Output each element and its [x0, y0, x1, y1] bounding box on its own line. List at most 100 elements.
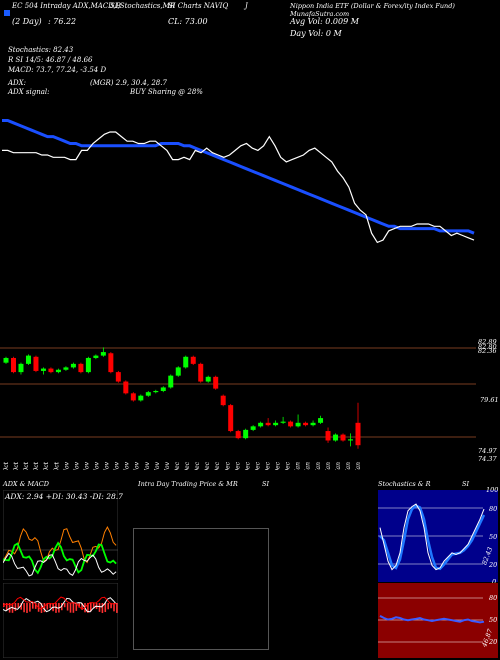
- candle: [228, 403, 234, 433]
- candle: [235, 429, 241, 440]
- stoch-panel-si: SI: [462, 480, 470, 488]
- candle: [85, 356, 91, 374]
- price-line: [2, 131, 475, 244]
- candle: [175, 366, 181, 377]
- candle: [3, 356, 9, 364]
- date-label: 22 Oct: [13, 461, 20, 470]
- date-label: 11 Nov: [83, 461, 90, 470]
- date-label: 24 Dec: [264, 461, 271, 470]
- date-label: 15 Jan: [345, 462, 352, 470]
- date-label: 13 Nov: [94, 461, 101, 470]
- macd-bar: [14, 603, 17, 612]
- date-label: 20 Nov: [124, 461, 131, 470]
- price-axis-label-5: 74.37: [478, 455, 497, 463]
- macd-bar: [107, 603, 109, 610]
- date-label: 13 Dec: [224, 461, 231, 470]
- candle: [100, 347, 106, 357]
- candle: [130, 392, 136, 402]
- macd-bar: [66, 603, 69, 611]
- macd-bar: [63, 603, 66, 608]
- macd-signal-line: [3, 596, 117, 610]
- date-label: 17 Oct: [3, 461, 10, 470]
- date-label: 11 Dec: [214, 461, 221, 470]
- candle: [168, 374, 174, 389]
- macd-bar: [101, 603, 104, 613]
- intraday-panel-frame: [133, 528, 269, 650]
- macd-bar: [29, 603, 31, 612]
- macd-bar: [110, 603, 112, 609]
- macd-bar: [17, 603, 20, 608]
- price-axis-label-2: 82.36: [478, 347, 497, 355]
- candle: [205, 375, 211, 383]
- candle: [273, 420, 279, 427]
- candle: [48, 367, 54, 374]
- legend-square: [4, 10, 10, 16]
- date-label: 29 Oct: [43, 461, 50, 470]
- date-label: 07 Nov: [73, 461, 80, 470]
- date-label: 09 Jan: [325, 462, 332, 470]
- adx-signal-label: ADX signal:: [8, 88, 50, 96]
- intraday-panel-title: Intra Day Trading Price & MR: [138, 480, 238, 488]
- date-label: 29 Nov: [164, 461, 171, 470]
- rsi-axis-20: 20: [489, 638, 498, 646]
- date-label: 08 Jan: [315, 462, 322, 470]
- header-title-3: SI Charts NAVIQ: [168, 2, 229, 10]
- macd-bar: [75, 603, 78, 611]
- rsi-axis-50: 50: [489, 616, 498, 624]
- adx-panel-frame: [3, 490, 118, 580]
- candle: [18, 362, 24, 375]
- candle: [70, 362, 76, 369]
- macd-bar: [81, 603, 83, 610]
- price-axis-label-4: 74.97: [478, 447, 497, 455]
- date-label: 28 Nov: [154, 461, 161, 470]
- intraday-panel: [133, 528, 269, 650]
- date-label: 02 Jan: [295, 462, 302, 470]
- date-label: 04 Dec: [184, 461, 191, 470]
- date-label: 18 Nov: [114, 461, 121, 470]
- date-label: 06 Dec: [194, 461, 201, 470]
- date-label: 09 Dec: [204, 461, 211, 470]
- price-axis-label-3: 79.61: [480, 396, 499, 404]
- stoch-k-line: [379, 503, 485, 571]
- candle: [243, 428, 249, 440]
- header-close: CL: 73.00: [168, 17, 208, 26]
- date-label: 22 Nov: [134, 461, 141, 470]
- stoch-readout: Stochastics: 82.43: [8, 46, 74, 54]
- candle: [115, 370, 121, 383]
- candle: [25, 354, 31, 366]
- macd-bar: [23, 603, 25, 613]
- header-period: (2 Day): [12, 17, 42, 26]
- candle: [33, 355, 39, 373]
- candle: [40, 367, 46, 375]
- macd-bar: [92, 603, 95, 609]
- header-open: : 76.22: [48, 17, 77, 26]
- macd-bar: [43, 603, 46, 613]
- macd-bar: [98, 603, 101, 612]
- adx-panel: [3, 490, 118, 580]
- header-title-4: J: [245, 2, 248, 10]
- price-axis-label-0: 82.89: [478, 338, 497, 346]
- candle: [340, 433, 346, 442]
- date-label: 02 Dec: [174, 461, 181, 470]
- mgr-readout: (MGR) 2.9, 30.4, 28.7: [90, 79, 167, 87]
- stoch-axis-0: 0: [492, 578, 497, 586]
- candle: [250, 425, 256, 432]
- macd-bar: [78, 603, 80, 608]
- candle: [10, 356, 16, 374]
- candle: [63, 366, 69, 371]
- candle: [280, 416, 286, 424]
- macd-bar: [5, 603, 8, 611]
- stoch-d-line: [379, 504, 486, 571]
- macd-panel-frame: [3, 583, 118, 658]
- candle: [153, 389, 159, 394]
- stoch-axis-20: 20: [489, 561, 498, 569]
- candle: [123, 380, 129, 395]
- macd-bar: [104, 603, 107, 613]
- stoch-axis-50: 50: [489, 533, 498, 541]
- date-label: 06 Jan: [305, 462, 312, 470]
- rsi-line: [379, 615, 485, 624]
- date-label: 24 Oct: [23, 461, 30, 470]
- candle: [198, 362, 204, 383]
- candle: [325, 427, 331, 443]
- candle: [190, 355, 196, 366]
